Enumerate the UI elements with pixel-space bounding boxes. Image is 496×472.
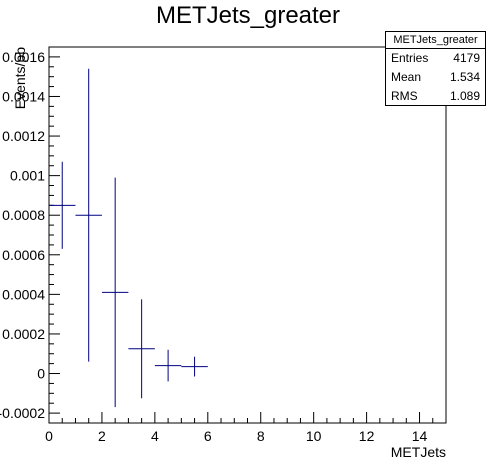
data-series <box>49 68 208 408</box>
stats-entries-label: Entries <box>391 51 429 65</box>
data-point <box>49 161 76 249</box>
data-point <box>128 299 155 399</box>
stats-mean-row: Mean 1.534 <box>386 68 485 87</box>
stats-mean-value: 1.534 <box>449 70 480 84</box>
axis-labels: 0 2 4 6 8 10 12 14-0.000200.00020.00040.00060.0… <box>0 47 446 460</box>
x-tick-label: 12 <box>359 428 375 444</box>
stats-box-title: METJets_greater <box>386 32 485 49</box>
stats-rms-label: RMS <box>391 89 418 103</box>
x-tick-label: 8 <box>257 428 265 444</box>
data-point <box>181 356 208 377</box>
axis-ticks <box>48 46 447 424</box>
y-tick-label: 0 <box>37 366 45 382</box>
chart-title: METJets_greater <box>155 2 341 29</box>
y-tick-label: 0.0014 <box>2 88 45 104</box>
y-tick-label: 0.001 <box>10 168 45 184</box>
stats-mean-label: Mean <box>391 70 422 84</box>
data-point <box>154 349 182 382</box>
x-tick-label: 14 <box>412 428 428 444</box>
x-tick-label: 4 <box>151 428 159 444</box>
y-tick-label: 0.0006 <box>2 247 45 263</box>
stats-entries-row: Entries 4179 <box>386 49 485 68</box>
y-axis-title: Events/pb <box>12 47 28 109</box>
y-tick-label: 0.0004 <box>2 286 45 302</box>
x-tick-label: 0 <box>45 428 53 444</box>
y-tick-label: 0.0012 <box>2 128 45 144</box>
stats-entries-value: 4179 <box>453 51 480 65</box>
stats-box: METJets_greater Entries 4179 Mean 1.534 … <box>385 31 486 106</box>
x-tick-label: 6 <box>204 428 212 444</box>
y-tick-label: 0.0002 <box>2 326 45 342</box>
y-tick-label: -0.0002 <box>0 405 45 421</box>
x-tick-label: 10 <box>306 428 322 444</box>
data-point <box>101 177 129 408</box>
stats-rms-value: 1.089 <box>449 89 480 103</box>
y-tick-label: 0.0016 <box>2 49 45 65</box>
x-tick-label: 2 <box>98 428 106 444</box>
data-point <box>75 68 102 362</box>
stats-rms-row: RMS 1.089 <box>386 87 485 106</box>
x-axis-title: METJets <box>391 444 446 460</box>
y-tick-label: 0.0008 <box>2 207 45 223</box>
